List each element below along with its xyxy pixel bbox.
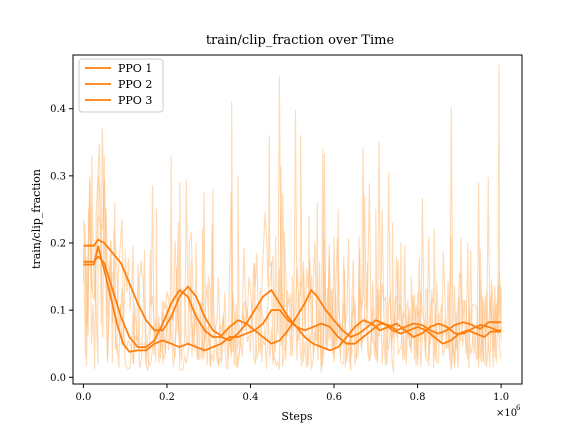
legend-label-ppo-2: PPO 2 [118,78,152,91]
legend-box [78,58,164,113]
x-tick-label: 1.0 [493,392,509,403]
x-multiplier-exponent: 6 [516,404,521,412]
series-line-ppo-3 [83,255,502,352]
plot-frame [72,54,523,385]
x-multiplier: ×10 6 [496,404,521,419]
chart-title: train/clip_fraction over Time [206,33,395,48]
legend: PPO 1 PPO 2 PPO 3 [78,58,164,113]
x-tick-label: 0.6 [326,392,342,403]
legend-label-ppo-3: PPO 3 [118,94,152,107]
x-tick-label: 0.8 [410,392,426,403]
y-tick-label: 0.0 [50,373,66,384]
y-tick-label: 0.4 [50,104,66,115]
x-multiplier-base: ×10 [496,408,517,419]
x-tick-label: 0.4 [243,392,259,403]
x-axis: 0.0 0.2 0.4 0.6 0.8 1.0 [75,384,509,403]
raw-trace-2 [82,106,502,373]
legend-label-ppo-1: PPO 1 [118,62,152,75]
y-axis: 0.0 0.1 0.2 0.3 0.4 [50,104,73,384]
series-layer [83,238,502,353]
x-tick-label: 0.2 [159,392,175,403]
y-tick-label: 0.3 [50,171,66,182]
series-line-ppo-2 [83,245,502,353]
x-tick-label: 0.0 [75,392,91,403]
x-axis-label: Steps [281,410,313,423]
y-tick-label: 0.2 [50,239,66,250]
y-tick-label: 0.1 [50,306,66,317]
y-axis-label: train/clip_fraction [30,169,43,269]
